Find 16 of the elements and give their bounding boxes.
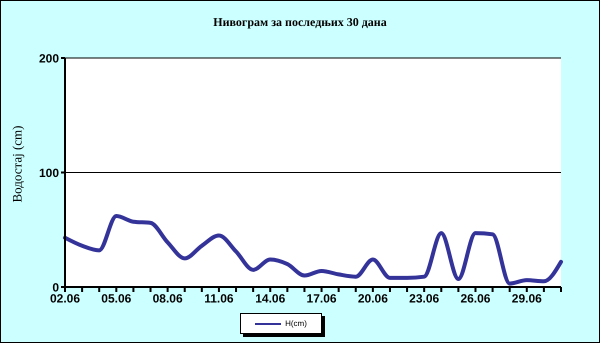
y-tick-label: 100 xyxy=(38,166,60,180)
y-axis-title: Водостај (cm) xyxy=(10,125,26,203)
x-tick-label: 23.06 xyxy=(409,292,440,306)
x-tick-label: 02.06 xyxy=(50,292,80,306)
x-tick-label: 17.06 xyxy=(306,292,337,306)
x-tick-label: 05.06 xyxy=(101,292,132,306)
x-tick-label: 14.06 xyxy=(255,292,286,306)
x-tick-label: 11.06 xyxy=(204,292,234,306)
x-tick-label: 08.06 xyxy=(152,292,183,306)
y-tick-label: 0 xyxy=(52,280,60,294)
legend-label: H(cm) xyxy=(284,319,307,328)
x-tick-label: 26.06 xyxy=(460,292,491,306)
x-tick-label: 20.06 xyxy=(358,292,388,306)
y-tick-label: 200 xyxy=(38,51,60,66)
chart-title: Нивограм за последњих 30 дана xyxy=(212,15,388,30)
x-tick-label: 29.06 xyxy=(512,292,542,306)
